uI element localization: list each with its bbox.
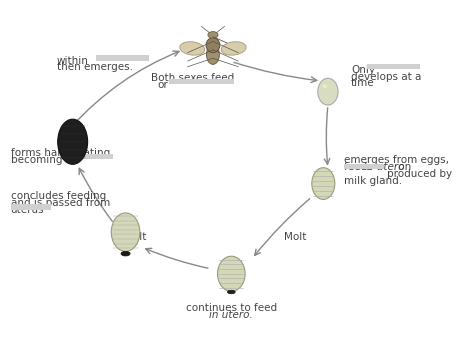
Ellipse shape <box>221 42 246 55</box>
Ellipse shape <box>121 251 130 256</box>
Ellipse shape <box>58 119 88 164</box>
Text: or: or <box>158 80 168 90</box>
FancyArrowPatch shape <box>234 62 317 83</box>
FancyBboxPatch shape <box>96 55 148 61</box>
FancyArrowPatch shape <box>79 168 112 221</box>
Text: Both sexes feed: Both sexes feed <box>151 73 234 83</box>
FancyBboxPatch shape <box>71 154 113 159</box>
Text: milk gland.: milk gland. <box>344 176 402 186</box>
Ellipse shape <box>180 42 205 55</box>
Ellipse shape <box>318 78 338 105</box>
Text: Molt: Molt <box>284 232 307 242</box>
FancyArrowPatch shape <box>71 51 179 127</box>
FancyBboxPatch shape <box>169 79 234 84</box>
Text: in utero: in utero <box>364 162 405 172</box>
Ellipse shape <box>218 256 245 291</box>
Ellipse shape <box>207 45 219 64</box>
Ellipse shape <box>111 213 140 251</box>
Text: develops at a: develops at a <box>351 71 421 82</box>
FancyArrowPatch shape <box>324 108 330 164</box>
Text: time: time <box>351 78 374 88</box>
Ellipse shape <box>312 168 335 200</box>
Ellipse shape <box>206 38 220 53</box>
Text: continues to feed: continues to feed <box>186 303 277 313</box>
FancyArrowPatch shape <box>146 248 208 268</box>
Text: produced by: produced by <box>387 169 452 179</box>
Text: emerges from eggs,: emerges from eggs, <box>344 155 449 165</box>
FancyBboxPatch shape <box>367 64 420 69</box>
Ellipse shape <box>228 290 235 294</box>
Text: and is passed from: and is passed from <box>10 198 110 208</box>
Text: within: within <box>56 56 89 66</box>
FancyArrowPatch shape <box>255 199 310 255</box>
Text: on: on <box>395 162 411 172</box>
Text: becoming a: becoming a <box>10 155 72 165</box>
Ellipse shape <box>322 84 328 88</box>
FancyBboxPatch shape <box>10 204 51 210</box>
Text: concludes feeding: concludes feeding <box>10 191 106 201</box>
Text: Molt: Molt <box>124 232 146 242</box>
Text: forms hard coating,: forms hard coating, <box>10 148 113 158</box>
Text: then emerges.: then emerges. <box>56 62 133 72</box>
FancyBboxPatch shape <box>344 164 384 169</box>
Text: feeds: feeds <box>344 162 376 172</box>
Text: in utero.: in utero. <box>210 310 253 320</box>
Text: Only: Only <box>351 65 375 75</box>
Text: uterus: uterus <box>10 205 44 215</box>
Ellipse shape <box>208 32 218 38</box>
